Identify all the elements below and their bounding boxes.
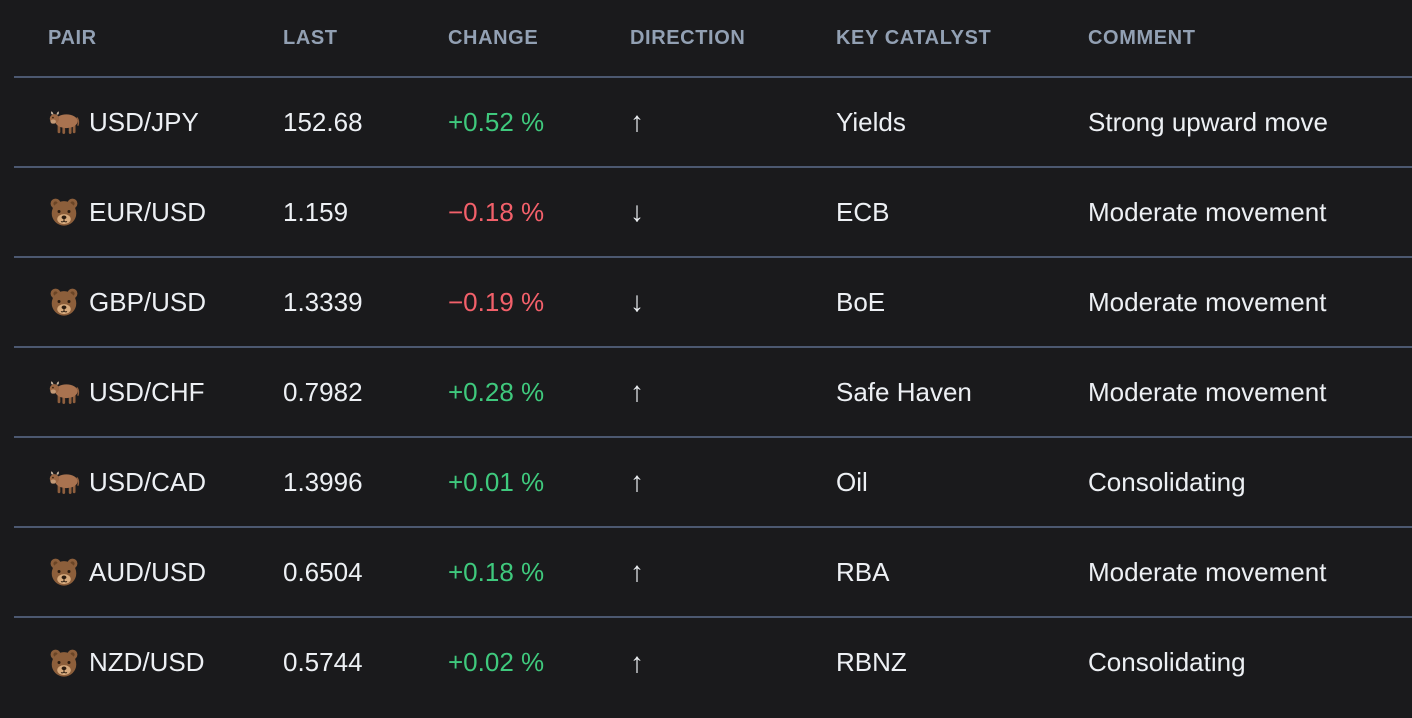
comment-cell: Moderate movement: [1088, 196, 1327, 227]
comment-cell: Consolidating: [1088, 647, 1246, 677]
pair-cell: EUR/USD: [14, 167, 283, 257]
up-arrow-icon: ↑: [630, 376, 644, 407]
table-row: USD/CAD 1.3996 +0.01 % ↑ Oil Consolidati…: [14, 437, 1412, 527]
fx-market-table: PAIR LAST CHANGE DIRECTION KEY CATALYST …: [14, 0, 1412, 707]
bull-icon: [48, 466, 80, 498]
down-arrow-icon: ↓: [630, 196, 644, 227]
bear-icon: [48, 647, 80, 679]
change-cell: +0.18 %: [448, 556, 545, 587]
column-header-key-catalyst: KEY CATALYST: [836, 26, 992, 49]
last-cell: 1.3996: [283, 466, 363, 497]
bear-icon: [48, 196, 80, 228]
bull-icon: [48, 106, 80, 138]
change-cell: +0.01 %: [448, 466, 545, 497]
column-header-pair: PAIR: [48, 26, 97, 49]
pair-cell: GBP/USD: [14, 257, 283, 347]
pair-cell: AUD/USD: [14, 527, 283, 617]
table-row: USD/JPY 152.68 +0.52 % ↑ Yields Strong u…: [14, 77, 1412, 167]
change-cell: +0.52 %: [448, 106, 545, 137]
catalyst-cell: RBA: [836, 556, 890, 587]
last-cell: 0.7982: [283, 376, 363, 407]
last-cell: 0.5744: [283, 647, 363, 677]
table-row: AUD/USD 0.6504 +0.18 % ↑ RBA Moderate mo…: [14, 527, 1412, 617]
pair-label: GBP/USD: [89, 286, 207, 317]
comment-cell: Strong upward move: [1088, 106, 1328, 137]
up-arrow-icon: ↑: [630, 106, 644, 137]
change-cell: −0.19 %: [448, 286, 545, 317]
last-cell: 0.6504: [283, 556, 363, 587]
column-header-direction: DIRECTION: [630, 26, 746, 49]
change-cell: −0.18 %: [448, 196, 545, 227]
comment-cell: Moderate movement: [1088, 376, 1327, 407]
catalyst-cell: Safe Haven: [836, 376, 972, 407]
column-header-comment: COMMENT: [1088, 26, 1196, 49]
comment-cell: Moderate movement: [1088, 556, 1327, 587]
up-arrow-icon: ↑: [630, 646, 644, 678]
catalyst-cell: Oil: [836, 466, 868, 497]
last-cell: 1.3339: [283, 286, 363, 317]
pair-label: NZD/USD: [89, 647, 205, 677]
table-row: USD/CHF 0.7982 +0.28 % ↑ Safe Haven Mode…: [14, 347, 1412, 437]
comment-cell: Consolidating: [1088, 466, 1246, 497]
table-row: GBP/USD 1.3339 −0.19 % ↓ BoE Moderate mo…: [14, 257, 1412, 347]
pair-label: USD/CHF: [89, 376, 205, 407]
table-row: EUR/USD 1.159 −0.18 % ↓ ECB Moderate mov…: [14, 167, 1412, 257]
comment-cell: Moderate movement: [1088, 286, 1327, 317]
pair-cell: USD/CAD: [14, 437, 283, 527]
pair-cell: USD/JPY: [14, 77, 283, 167]
pair-label: USD/CAD: [89, 466, 207, 497]
catalyst-cell: BoE: [836, 286, 886, 317]
column-header-change: CHANGE: [448, 26, 539, 49]
catalyst-cell: RBNZ: [836, 647, 907, 677]
pair-label: AUD/USD: [89, 556, 207, 587]
down-arrow-icon: ↓: [630, 286, 644, 317]
last-cell: 1.159: [283, 196, 349, 227]
pair-cell: USD/CHF: [14, 347, 283, 437]
table-row: NZD/USD 0.5744 +0.02 % ↑ RBNZ Consolidat…: [14, 617, 1412, 707]
pair-cell: NZD/USD: [14, 617, 283, 707]
column-header-last: LAST: [283, 26, 338, 49]
change-cell: +0.28 %: [448, 376, 545, 407]
pair-label: USD/JPY: [89, 106, 199, 137]
bear-icon: [48, 556, 80, 588]
last-cell: 152.68: [283, 106, 363, 137]
catalyst-cell: Yields: [836, 106, 906, 137]
table-header-row: PAIR LAST CHANGE DIRECTION KEY CATALYST …: [14, 0, 1412, 77]
change-cell: +0.02 %: [448, 647, 545, 677]
up-arrow-icon: ↑: [630, 466, 644, 497]
catalyst-cell: ECB: [836, 196, 890, 227]
bear-icon: [48, 286, 80, 318]
up-arrow-icon: ↑: [630, 556, 644, 587]
bull-icon: [48, 376, 80, 408]
pair-label: EUR/USD: [89, 196, 207, 227]
